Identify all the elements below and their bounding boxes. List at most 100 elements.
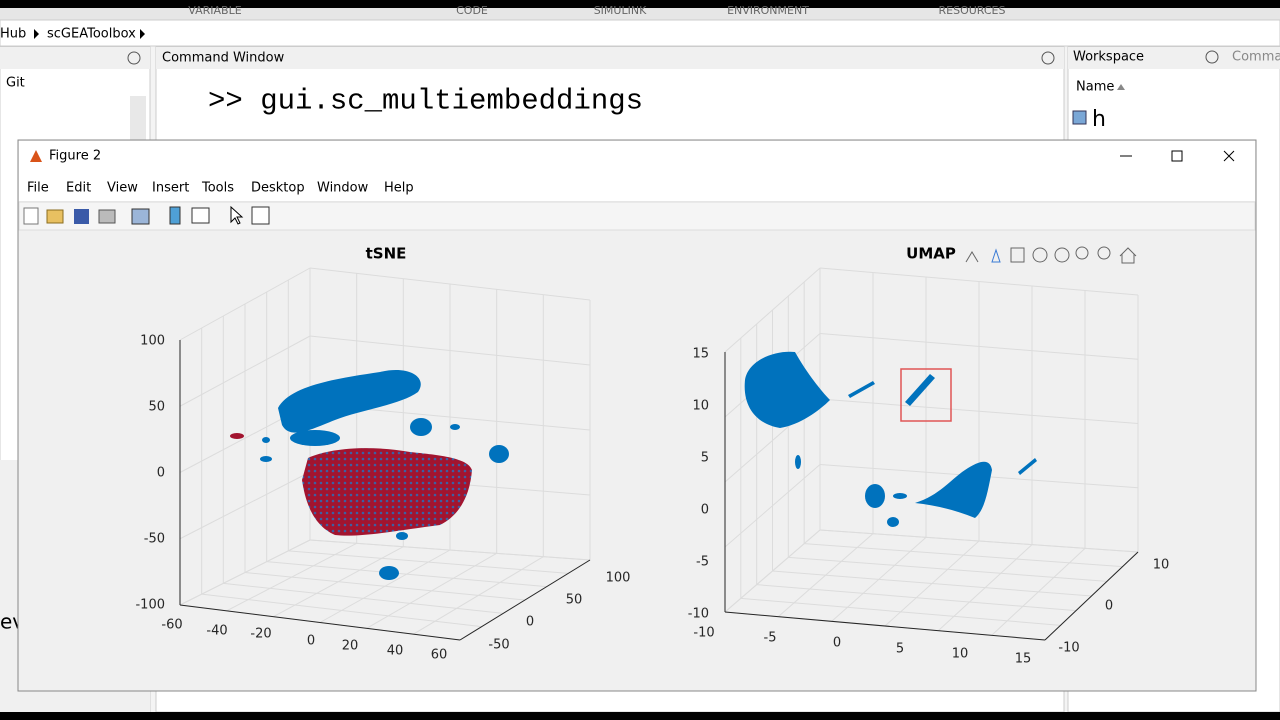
x-tick-label: 0: [307, 634, 315, 649]
x-tick-label: -5: [764, 631, 777, 646]
x-tick-label: 5: [896, 642, 904, 657]
figure-title: Figure 2: [49, 149, 101, 164]
crumb-arrow: [140, 29, 145, 39]
cluster: [905, 374, 935, 406]
axes-tool[interactable]: [1032, 247, 1048, 263]
close-button[interactable]: [1223, 150, 1235, 162]
cluster: [230, 433, 244, 439]
y-tick-label: 10: [1153, 558, 1170, 573]
panel-header: [0, 47, 150, 69]
panel-menu[interactable]: [1205, 50, 1219, 64]
z-tick-label: 10: [692, 399, 709, 414]
toolstrip-tab[interactable]: CODE: [456, 4, 488, 17]
tool-pointer[interactable]: [230, 205, 244, 225]
x-tick-label: -10: [693, 626, 714, 641]
cluster: [450, 424, 460, 430]
panel-header: [156, 47, 1064, 69]
z-tick-label: -50: [144, 532, 165, 547]
tool-new[interactable]: [23, 207, 39, 225]
x-tick-label: 10: [952, 647, 969, 662]
cluster: [795, 455, 801, 469]
tool-link[interactable]: [131, 208, 150, 225]
menu-item[interactable]: Window: [317, 181, 369, 196]
command-line: >> gui.sc_multiembeddings: [208, 85, 643, 118]
axes-tool[interactable]: [1119, 247, 1137, 264]
cluster: [396, 532, 408, 540]
cluster: [489, 445, 509, 463]
y-axis: [459, 559, 591, 641]
grid-line: [804, 543, 1123, 568]
cluster: [848, 381, 875, 398]
y-axis: [1044, 551, 1139, 641]
cluster: [278, 370, 421, 433]
axes-tool[interactable]: [1097, 246, 1111, 260]
cluster: [290, 430, 340, 446]
x-tick-label: 40: [387, 644, 404, 659]
toolstrip-tab[interactable]: SIMULINK: [594, 4, 647, 17]
z-tick-label: -5: [696, 555, 709, 570]
x-tick-label: -20: [250, 627, 271, 642]
panel-menu[interactable]: [127, 51, 141, 65]
z-tick-label: -10: [688, 607, 709, 622]
tool-legend[interactable]: [191, 207, 210, 224]
cluster: [1018, 458, 1037, 475]
cluster: [262, 437, 270, 443]
cluster: [260, 456, 272, 462]
cluster: [865, 484, 885, 508]
panel-tab[interactable]: Comma: [1232, 50, 1280, 65]
cluster: [379, 566, 399, 580]
toolstrip: [0, 8, 1280, 20]
tool-colorbar[interactable]: [169, 206, 181, 225]
axes-tool[interactable]: [1010, 247, 1025, 263]
x-axis: [724, 611, 1046, 641]
variable-name[interactable]: h: [1092, 107, 1106, 132]
panel-menu[interactable]: [1041, 51, 1055, 65]
x-tick-label: -40: [206, 624, 227, 639]
tool-print[interactable]: [98, 209, 116, 224]
column-header[interactable]: Name: [1076, 80, 1114, 95]
z-tick-label: 100: [140, 334, 165, 349]
cluster: [915, 461, 992, 518]
axes-tool[interactable]: [1075, 246, 1089, 260]
toolstrip-tab[interactable]: VARIABLE: [188, 4, 241, 17]
x-tick-label: 15: [1015, 652, 1032, 667]
axes-title: UMAP: [906, 245, 956, 263]
tool-open[interactable]: [46, 209, 64, 224]
maximize-button[interactable]: [1171, 150, 1183, 162]
y-tick-label: -50: [488, 638, 509, 653]
x-tick-label: -60: [161, 618, 182, 633]
crumb[interactable]: scGEAToolbox: [47, 27, 136, 42]
menu-item[interactable]: View: [107, 181, 138, 196]
menu-item[interactable]: File: [27, 181, 49, 196]
y-tick-label: -10: [1058, 641, 1079, 656]
toolstrip-tab[interactable]: ENVIRONMENT: [727, 4, 809, 17]
tool-plot-browser[interactable]: [251, 206, 270, 225]
tool-save[interactable]: [74, 209, 89, 224]
grid-line: [288, 550, 569, 574]
z-tick-label: 5: [701, 451, 709, 466]
brush-box: [900, 368, 952, 422]
cluster: [893, 493, 907, 499]
menu-item[interactable]: Help: [384, 181, 414, 196]
crumb[interactable]: Hub: [0, 27, 26, 42]
tsne-points: [260, 370, 509, 580]
cluster: [410, 418, 432, 436]
panel-item[interactable]: Git: [6, 76, 25, 91]
menu-item[interactable]: Desktop: [251, 181, 305, 196]
toolstrip-tab[interactable]: RESOURCES: [939, 4, 1006, 17]
x-axis: [179, 604, 461, 641]
crumb-arrow: [34, 29, 39, 39]
menu-item[interactable]: Insert: [152, 181, 189, 196]
axes-tool[interactable]: [965, 251, 979, 263]
figure-toolbar: [18, 201, 1256, 231]
panel-header: [1068, 47, 1280, 69]
menu-item[interactable]: Edit: [66, 181, 91, 196]
axes-tool[interactable]: [1054, 247, 1070, 263]
axes-tool[interactable]: [991, 248, 1001, 263]
variable-icon: [1072, 110, 1087, 125]
matlab-icon: [30, 150, 42, 162]
menu-item[interactable]: Tools: [201, 181, 234, 196]
x-tick-label: 60: [431, 648, 448, 663]
